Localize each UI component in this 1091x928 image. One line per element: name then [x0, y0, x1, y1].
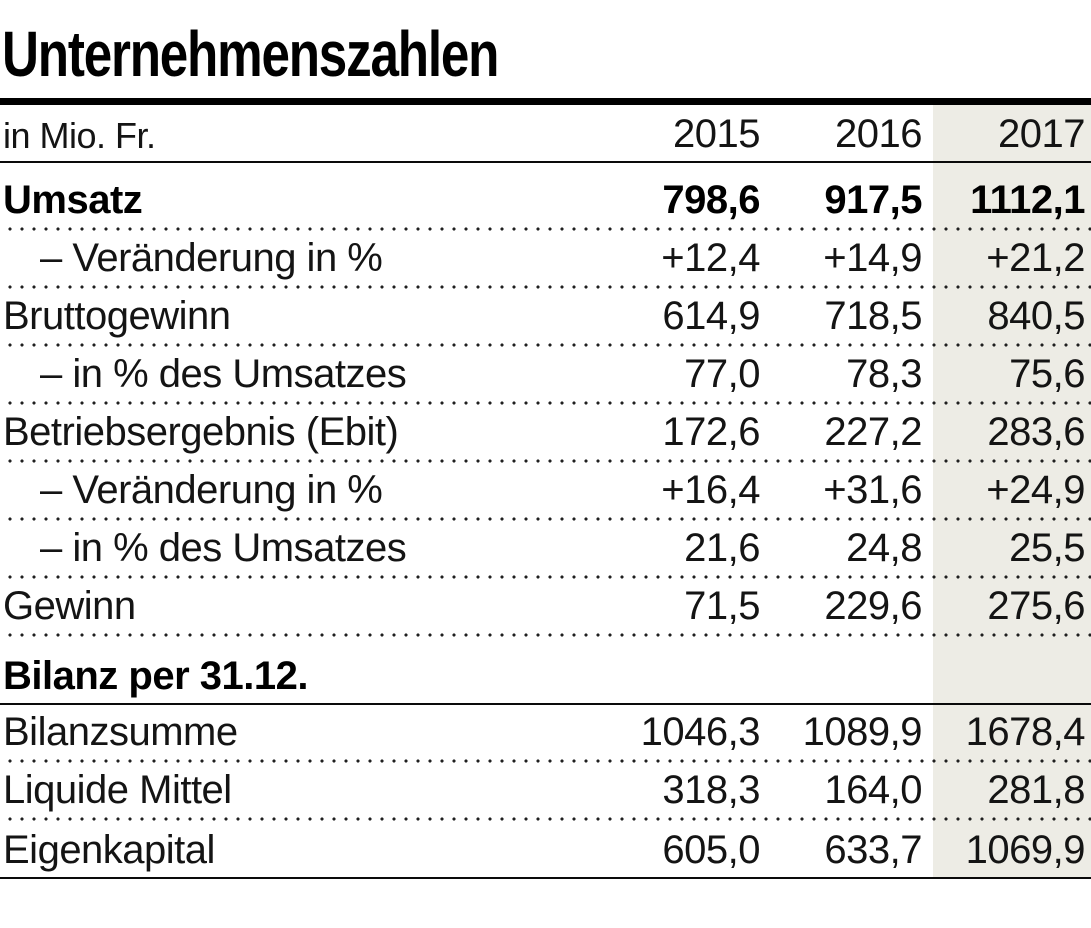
- dotted-separator: [0, 817, 1091, 821]
- thick-rule-top: [0, 98, 1091, 105]
- table-area: in Mio. Fr. 2015 2016 2017 Umsatz 798,6 …: [0, 105, 1091, 879]
- row-value-2015: +12,4: [661, 236, 760, 280]
- row-value-2015: 614,9: [662, 294, 760, 338]
- row-label: – in % des Umsatzes: [40, 526, 407, 570]
- row-label: – Veränderung in %: [40, 236, 383, 280]
- row-label: – Veränderung in %: [40, 468, 383, 512]
- row-value-2015: +16,4: [661, 468, 760, 512]
- column-header-2016: 2016: [835, 112, 922, 156]
- table-row-bruttogewinn: Bruttogewinn 614,9 718,5 840,5: [0, 289, 1091, 343]
- table-section-header-bilanz: Bilanz per 31.12.: [0, 637, 1091, 703]
- table-row-betriebsergebnis: Betriebsergebnis (Ebit) 172,6 227,2 283,…: [0, 405, 1091, 459]
- row-value-2015: 172,6: [662, 410, 760, 454]
- section-header-label: Bilanz per 31.12.: [3, 654, 308, 698]
- column-header-2017: 2017: [998, 112, 1085, 156]
- row-value-2015: 77,0: [684, 352, 760, 396]
- row-value-2017: 1069,9: [965, 828, 1086, 872]
- row-value-2016: 229,6: [824, 584, 922, 628]
- row-value-2017: 25,5: [1009, 526, 1085, 570]
- row-value-2017: 275,6: [987, 584, 1085, 628]
- highlight-column-2017: [933, 105, 1091, 877]
- row-value-2016: 78,3: [846, 352, 922, 396]
- row-value-2015: 318,3: [662, 768, 760, 812]
- dotted-separator: [0, 633, 1091, 637]
- row-value-2015: 798,6: [662, 178, 760, 222]
- table-row-eigenkapital: Eigenkapital 605,0 633,7 1069,9: [0, 821, 1091, 877]
- row-value-2016: 718,5: [824, 294, 922, 338]
- row-label: Eigenkapital: [3, 828, 215, 872]
- row-label: Bruttogewinn: [3, 294, 231, 338]
- dotted-separator: [0, 285, 1091, 289]
- row-label: Liquide Mittel: [3, 768, 232, 812]
- row-label: – in % des Umsatzes: [40, 352, 407, 396]
- row-value-2017: 283,6: [987, 410, 1085, 454]
- dotted-separator: [0, 517, 1091, 521]
- row-value-2017: +24,9: [986, 468, 1085, 512]
- table-row-ebit-veraenderung: – Veränderung in % +16,4 +31,6 +24,9: [0, 463, 1091, 517]
- dotted-separator: [0, 459, 1091, 463]
- row-label: Umsatz: [3, 178, 143, 222]
- row-value-2016: 633,7: [824, 828, 922, 872]
- row-value-2015: 605,0: [662, 828, 760, 872]
- row-value-2017: 281,8: [987, 768, 1085, 812]
- thin-rule-bilanz: [0, 703, 1091, 705]
- row-value-2017: 75,6: [1009, 352, 1085, 396]
- row-value-2016: 917,5: [824, 178, 922, 222]
- table-header-row: in Mio. Fr. 2015 2016 2017: [0, 105, 1091, 161]
- row-value-2015: 21,6: [684, 526, 760, 570]
- row-value-2016: 227,2: [824, 410, 922, 454]
- row-value-2017: 840,5: [987, 294, 1085, 338]
- thin-rule-header: [0, 161, 1091, 163]
- row-value-2017: +21,2: [986, 236, 1085, 280]
- table-row-bilanzsumme: Bilanzsumme 1046,3 1089,9 1678,4: [0, 705, 1091, 759]
- dotted-separator: [0, 759, 1091, 763]
- unit-label: in Mio. Fr.: [3, 115, 156, 156]
- row-label: Betriebsergebnis (Ebit): [3, 410, 399, 454]
- table-row-gewinn: Gewinn 71,5 229,6 275,6: [0, 579, 1091, 633]
- row-value-2016: 1089,9: [802, 710, 923, 754]
- column-header-2015: 2015: [673, 112, 760, 156]
- table-row-liquide-mittel: Liquide Mittel 318,3 164,0 281,8: [0, 763, 1091, 817]
- dotted-separator: [0, 575, 1091, 579]
- table-row-umsatz: Umsatz 798,6 917,5 1112,1: [0, 163, 1091, 227]
- row-label: Gewinn: [3, 584, 136, 628]
- table-row-umsatz-veraenderung: – Veränderung in % +12,4 +14,9 +21,2: [0, 231, 1091, 285]
- row-value-2017: 1678,4: [965, 710, 1086, 754]
- dotted-separator: [0, 343, 1091, 347]
- row-value-2015: 1046,3: [640, 710, 761, 754]
- row-value-2016: +31,6: [823, 468, 922, 512]
- table-row-ebit-prozent: – in % des Umsatzes 21,6 24,8 25,5: [0, 521, 1091, 575]
- dotted-separator: [0, 227, 1091, 231]
- row-value-2016: 24,8: [846, 526, 922, 570]
- dotted-separator: [0, 401, 1091, 405]
- thin-rule-bottom: [0, 877, 1091, 879]
- row-value-2017: 1112,1: [970, 178, 1085, 222]
- infographic-table: Unternehmenszahlen in Mio. Fr. 2015 2016…: [0, 22, 1091, 879]
- row-value-2016: 164,0: [824, 768, 922, 812]
- row-value-2016: +14,9: [823, 236, 922, 280]
- row-label: Bilanzsumme: [3, 710, 238, 754]
- table-row-bruttogewinn-prozent: – in % des Umsatzes 77,0 78,3 75,6: [0, 347, 1091, 401]
- page-title: Unternehmenszahlen: [2, 18, 499, 90]
- row-value-2015: 71,5: [684, 584, 760, 628]
